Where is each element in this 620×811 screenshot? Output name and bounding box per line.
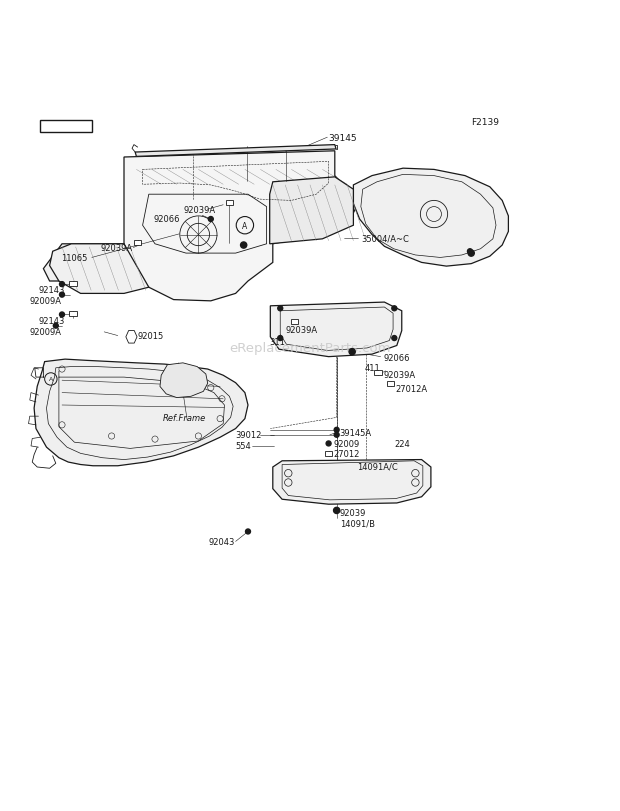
Text: 92039A: 92039A: [184, 205, 216, 214]
Circle shape: [392, 307, 397, 311]
Text: 92009A: 92009A: [30, 297, 62, 306]
Circle shape: [334, 427, 339, 433]
Circle shape: [60, 312, 64, 318]
Text: 92039A: 92039A: [100, 244, 133, 253]
Text: 554: 554: [236, 442, 251, 451]
Text: A: A: [49, 377, 53, 382]
FancyBboxPatch shape: [134, 241, 141, 246]
Polygon shape: [40, 121, 92, 133]
Text: F2139: F2139: [471, 118, 499, 127]
Text: 411: 411: [365, 364, 380, 373]
Text: 92009A: 92009A: [30, 328, 62, 337]
Text: 11065: 11065: [61, 254, 87, 263]
Polygon shape: [126, 331, 137, 344]
Text: 14091A/C: 14091A/C: [357, 461, 398, 470]
Text: 224: 224: [394, 440, 410, 448]
Text: 14091/B: 14091/B: [340, 519, 374, 528]
Polygon shape: [353, 169, 508, 267]
Circle shape: [241, 242, 247, 249]
Text: 92039A: 92039A: [285, 325, 317, 334]
Text: 39012: 39012: [236, 431, 262, 440]
Circle shape: [60, 282, 64, 287]
Circle shape: [53, 324, 58, 328]
FancyBboxPatch shape: [374, 371, 382, 375]
Text: 92039: 92039: [340, 508, 366, 517]
Text: 27012A: 27012A: [396, 385, 428, 394]
FancyBboxPatch shape: [226, 201, 233, 206]
Polygon shape: [124, 152, 360, 302]
Text: 92039A: 92039A: [383, 370, 415, 379]
Text: 92143: 92143: [38, 285, 65, 295]
FancyBboxPatch shape: [387, 382, 394, 387]
Circle shape: [246, 530, 250, 534]
FancyBboxPatch shape: [69, 281, 77, 286]
Text: 27012: 27012: [334, 449, 360, 458]
Circle shape: [278, 307, 283, 311]
Text: 92143: 92143: [38, 317, 65, 326]
Text: 39145A: 39145A: [340, 428, 372, 437]
FancyBboxPatch shape: [325, 452, 332, 457]
Polygon shape: [270, 178, 353, 244]
Text: 92009: 92009: [334, 440, 360, 448]
Circle shape: [208, 217, 213, 222]
Circle shape: [334, 433, 339, 438]
Text: 92015: 92015: [138, 332, 164, 341]
Text: 35004/A~C: 35004/A~C: [361, 234, 409, 242]
Polygon shape: [34, 359, 248, 466]
FancyBboxPatch shape: [291, 320, 298, 324]
Circle shape: [392, 336, 397, 341]
Polygon shape: [50, 244, 149, 294]
FancyBboxPatch shape: [69, 311, 77, 316]
Text: eReplacementParts.com: eReplacementParts.com: [229, 342, 391, 355]
Text: FRONT: FRONT: [48, 122, 83, 131]
Text: Ref.Frame: Ref.Frame: [162, 414, 206, 423]
Circle shape: [468, 251, 474, 257]
Circle shape: [326, 441, 331, 446]
Circle shape: [349, 350, 355, 355]
Polygon shape: [273, 460, 431, 504]
Polygon shape: [270, 303, 402, 357]
Text: 39145: 39145: [329, 134, 357, 143]
Circle shape: [60, 293, 64, 298]
Text: 92066: 92066: [154, 215, 180, 224]
Text: A: A: [242, 221, 247, 230]
Polygon shape: [43, 244, 124, 281]
Circle shape: [278, 336, 283, 341]
Polygon shape: [135, 145, 336, 157]
Text: 92066: 92066: [383, 354, 410, 363]
Text: 311: 311: [270, 338, 286, 347]
Polygon shape: [160, 363, 208, 398]
Circle shape: [334, 508, 340, 514]
Text: 92043: 92043: [208, 537, 235, 547]
Circle shape: [467, 250, 472, 255]
